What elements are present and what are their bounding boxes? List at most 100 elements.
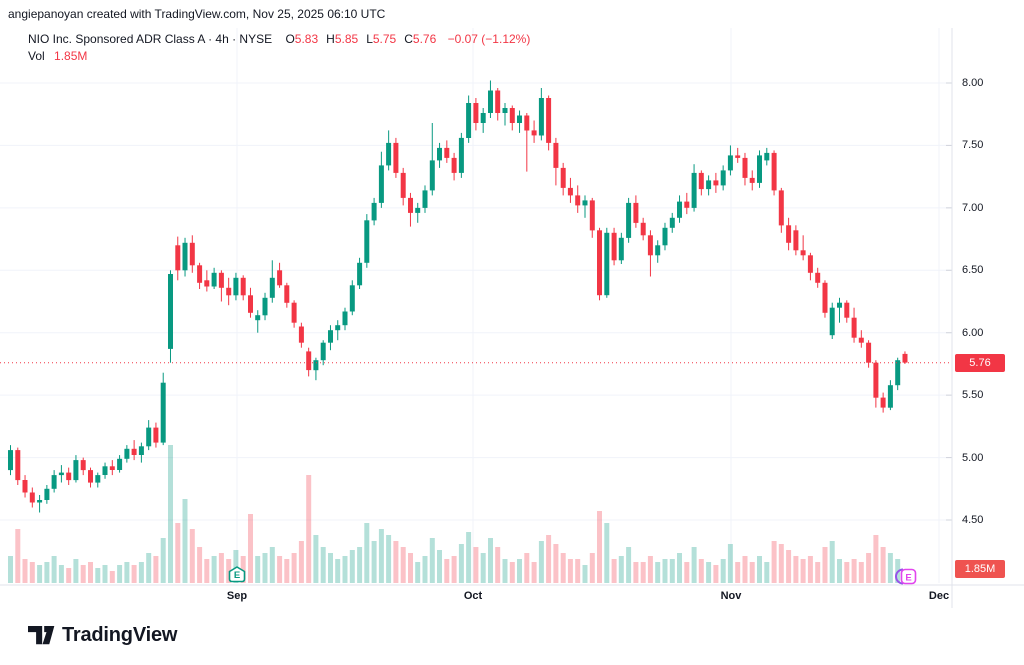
- candle-body: [15, 450, 21, 481]
- candle-body: [44, 488, 50, 500]
- candle-body: [22, 480, 28, 493]
- volume-bar: [807, 556, 813, 583]
- volume-bar: [851, 559, 857, 583]
- volume-bar: [66, 568, 72, 583]
- candle-body: [437, 147, 442, 161]
- candle-body: [466, 103, 472, 138]
- volume-bar: [589, 553, 595, 583]
- price-tick-label: 7.50: [962, 139, 984, 152]
- candle-body: [73, 460, 79, 481]
- volume-bar: [502, 559, 508, 583]
- symbol-title[interactable]: NIO Inc. Sponsored ADR Class A · 4h · NY…: [28, 32, 273, 46]
- candle-body: [815, 272, 821, 283]
- candle-body: [58, 472, 64, 476]
- candle-body: [364, 220, 370, 263]
- candle-body: [531, 130, 537, 136]
- earnings-marker-reported-icon[interactable]: E: [228, 566, 246, 588]
- candle-body: [720, 170, 726, 186]
- volume-bar: [262, 553, 268, 583]
- candle-body: [131, 448, 137, 455]
- tradingview-logo[interactable]: TradingView: [28, 622, 177, 649]
- candle-body: [866, 342, 872, 363]
- candle-body: [37, 500, 43, 503]
- volume-bar: [611, 559, 617, 583]
- volume-bar: [15, 529, 21, 583]
- volume-bar: [684, 562, 690, 583]
- candle-body: [880, 397, 886, 408]
- volume-bar: [95, 568, 101, 583]
- legend-row-main: NIO Inc. Sponsored ADR Class A · 4h · NY…: [28, 31, 530, 48]
- last-volume-badge: 1.85M: [955, 560, 1005, 578]
- candle-body: [713, 180, 719, 186]
- change-readout: −0.07 (−1.12%): [447, 32, 531, 46]
- volume-bar: [597, 511, 602, 583]
- volume-bar: [488, 538, 493, 583]
- volume-bar: [248, 514, 253, 583]
- candle-body: [473, 103, 479, 123]
- volume-bar: [742, 556, 748, 583]
- volume-bar: [669, 559, 675, 583]
- candle-body: [124, 448, 130, 459]
- volume-bar: [131, 565, 137, 583]
- volume-bar: [837, 559, 842, 583]
- candle-body: [226, 287, 232, 296]
- tradingview-logo-text: TradingView: [62, 624, 178, 646]
- volume-bar: [509, 562, 515, 583]
- volume-bar: [168, 445, 173, 583]
- volume-bar: [197, 547, 203, 583]
- candle-body: [633, 202, 639, 223]
- ohlc-value: 5.85: [334, 32, 359, 46]
- candle-body: [218, 272, 224, 288]
- volume-bar: [364, 523, 370, 583]
- ohlc-item: H5.85: [326, 32, 358, 46]
- candle-body: [306, 351, 312, 371]
- candle-body: [575, 195, 581, 206]
- volume-bar: [138, 562, 144, 583]
- candle-body: [851, 317, 857, 338]
- candle-body: [589, 200, 595, 231]
- volume-bar: [73, 559, 79, 583]
- earnings-marker-upcoming-icon[interactable]: E: [894, 568, 918, 590]
- volume-bar: [727, 544, 733, 583]
- candle-body: [706, 180, 712, 190]
- volume-bar: [444, 559, 450, 583]
- candle-body: [669, 217, 675, 228]
- volume-bar: [691, 547, 697, 583]
- ohlc-value: 5.75: [372, 32, 397, 46]
- volume-bar: [880, 547, 886, 583]
- candle-body: [567, 187, 573, 196]
- candle-body: [618, 237, 624, 261]
- candle-body: [386, 142, 392, 166]
- candle-body: [269, 277, 275, 298]
- candle-body: [80, 460, 86, 471]
- volume-bar: [102, 565, 108, 583]
- ohlc-item: C5.76: [404, 32, 436, 46]
- candle-body: [88, 470, 93, 483]
- candle-body: [102, 466, 108, 475]
- volume-bar: [531, 562, 537, 583]
- candle-body: [182, 242, 188, 271]
- candle-body: [597, 230, 602, 296]
- candle-body: [822, 282, 828, 313]
- candle-body: [451, 157, 457, 173]
- candle-body: [248, 295, 253, 313]
- volume-bar: [866, 553, 872, 583]
- volume-bar: [858, 562, 864, 583]
- volume-bar: [189, 529, 195, 583]
- volume-bar: [735, 562, 741, 583]
- volume-bar: [124, 562, 130, 583]
- volume-bar: [829, 541, 835, 583]
- last-price-badge: 5.76: [955, 353, 1005, 372]
- volume-bar: [349, 550, 355, 583]
- candle-body: [393, 142, 399, 173]
- ohlc-value: 5.83: [294, 32, 319, 46]
- volume-bar: [277, 556, 283, 583]
- candle-body: [887, 385, 893, 408]
- candle-body: [800, 250, 806, 256]
- volume-bar: [618, 556, 624, 583]
- candle-body: [240, 277, 246, 296]
- volume-bar: [8, 556, 13, 583]
- month-label: Sep: [226, 590, 248, 602]
- month-label: Nov: [720, 590, 742, 602]
